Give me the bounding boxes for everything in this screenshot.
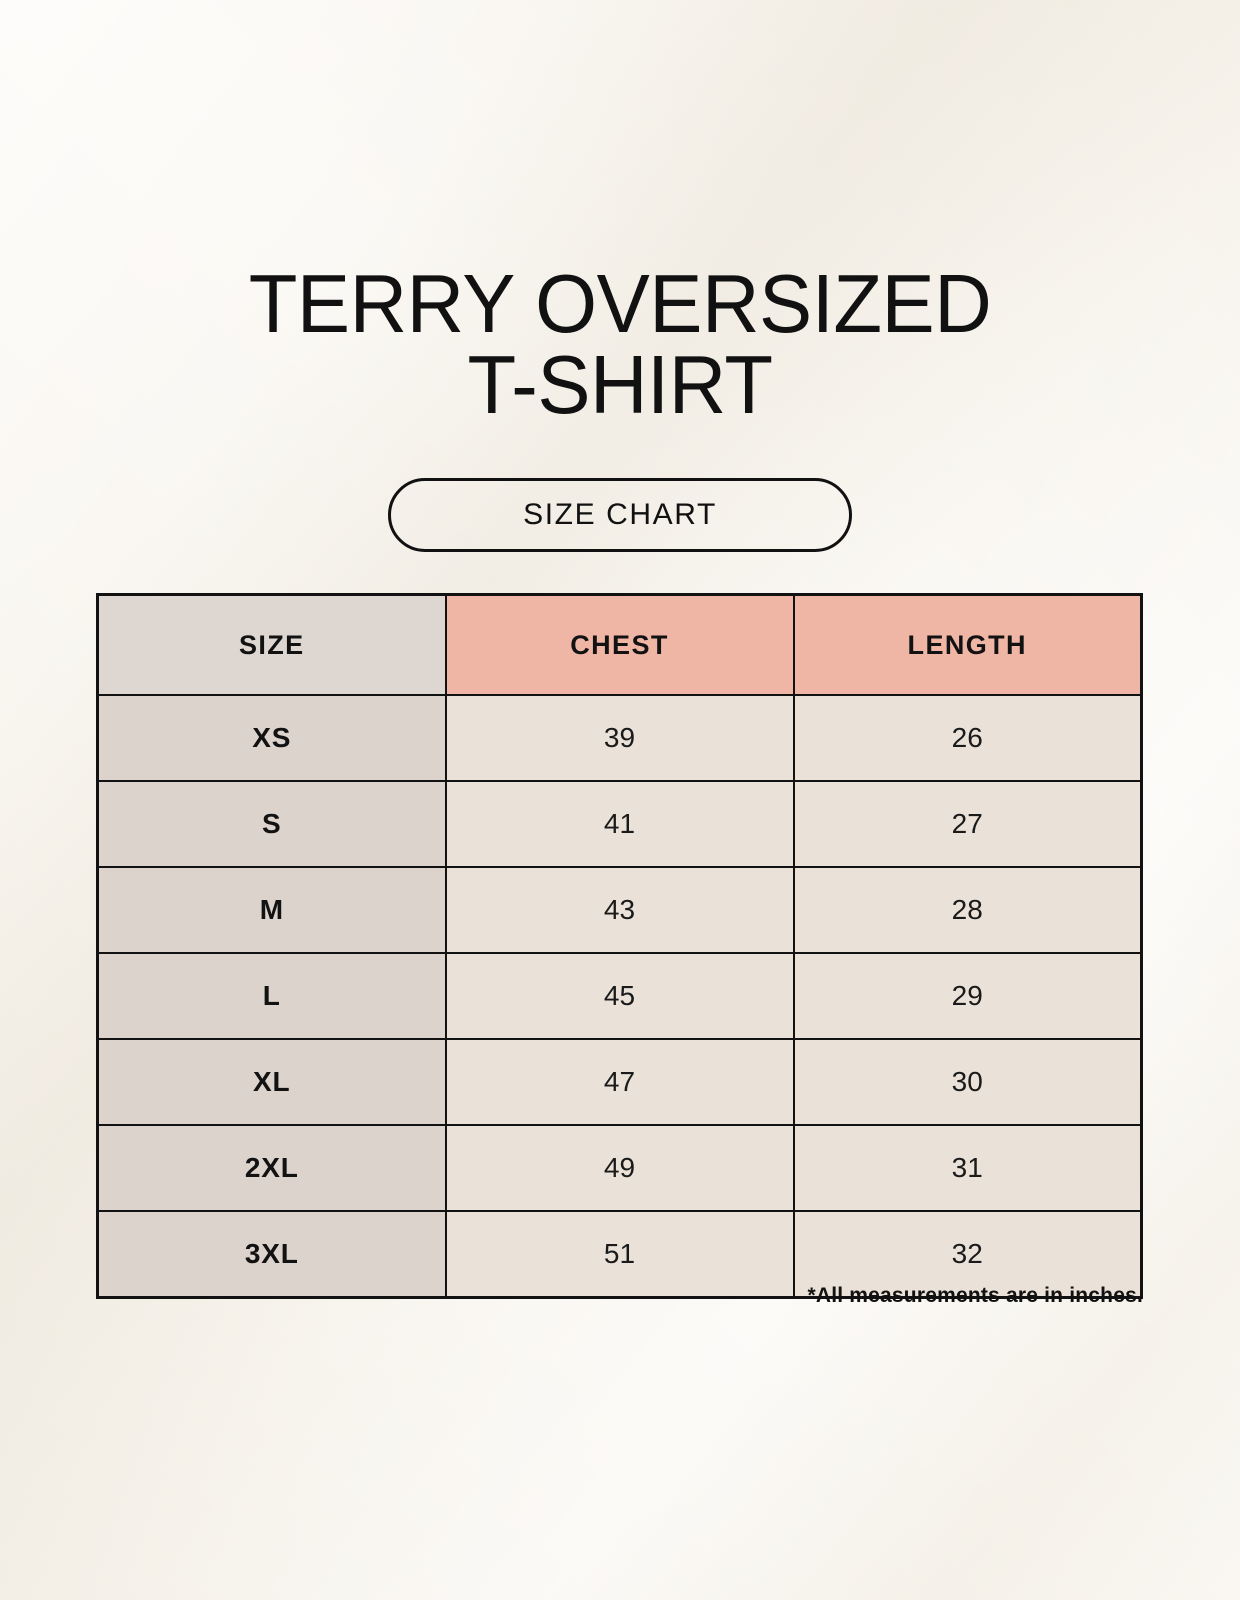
measurements-footnote: *All measurements are in inches. <box>807 1284 1143 1307</box>
cell-size: M <box>96 866 447 954</box>
cell-length: 26 <box>792 694 1143 782</box>
badge-container: SIZE CHART <box>0 478 1240 552</box>
cell-size: XS <box>96 694 447 782</box>
cell-size: 3XL <box>96 1210 447 1298</box>
cell-chest: 47 <box>444 1038 795 1126</box>
table-row: XS 39 26 <box>96 694 1143 782</box>
cell-length: 27 <box>792 780 1143 868</box>
cell-length: 30 <box>792 1038 1143 1126</box>
column-header-chest: CHEST <box>444 593 795 696</box>
table-header: SIZE CHEST LENGTH <box>96 593 1143 696</box>
column-header-length: LENGTH <box>792 593 1143 696</box>
size-chart-table: SIZE CHEST LENGTH XS 39 26 S 41 27 M <box>96 593 1143 1299</box>
table-row: XL 47 30 <box>96 1038 1143 1126</box>
cell-size: S <box>96 780 447 868</box>
cell-length: 29 <box>792 952 1143 1040</box>
cell-size: XL <box>96 1038 447 1126</box>
cell-chest: 39 <box>444 694 795 782</box>
table-body: XS 39 26 S 41 27 M 43 28 L 45 29 <box>96 694 1143 1298</box>
table-header-row: SIZE CHEST LENGTH <box>96 593 1143 696</box>
table-row: M 43 28 <box>96 866 1143 954</box>
cell-size: L <box>96 952 447 1040</box>
column-header-size: SIZE <box>96 593 447 696</box>
title-block: TERRY OVERSIZED T-SHIRT <box>0 257 1240 432</box>
cell-length: 31 <box>792 1124 1143 1212</box>
cell-length: 28 <box>792 866 1143 954</box>
size-table-container: SIZE CHEST LENGTH XS 39 26 S 41 27 M <box>96 593 1143 1299</box>
cell-chest: 41 <box>444 780 795 868</box>
cell-chest: 51 <box>444 1210 795 1298</box>
size-chart-badge: SIZE CHART <box>388 478 852 552</box>
page-title: TERRY OVERSIZED T-SHIRT <box>248 257 992 432</box>
table-row: 2XL 49 31 <box>96 1124 1143 1212</box>
cell-size: 2XL <box>96 1124 447 1212</box>
cell-chest: 49 <box>444 1124 795 1212</box>
table-row: S 41 27 <box>96 780 1143 868</box>
table-row: 3XL 51 32 <box>96 1210 1143 1298</box>
cell-chest: 43 <box>444 866 795 954</box>
cell-length: 32 <box>792 1210 1143 1298</box>
table-row: L 45 29 <box>96 952 1143 1040</box>
cell-chest: 45 <box>444 952 795 1040</box>
